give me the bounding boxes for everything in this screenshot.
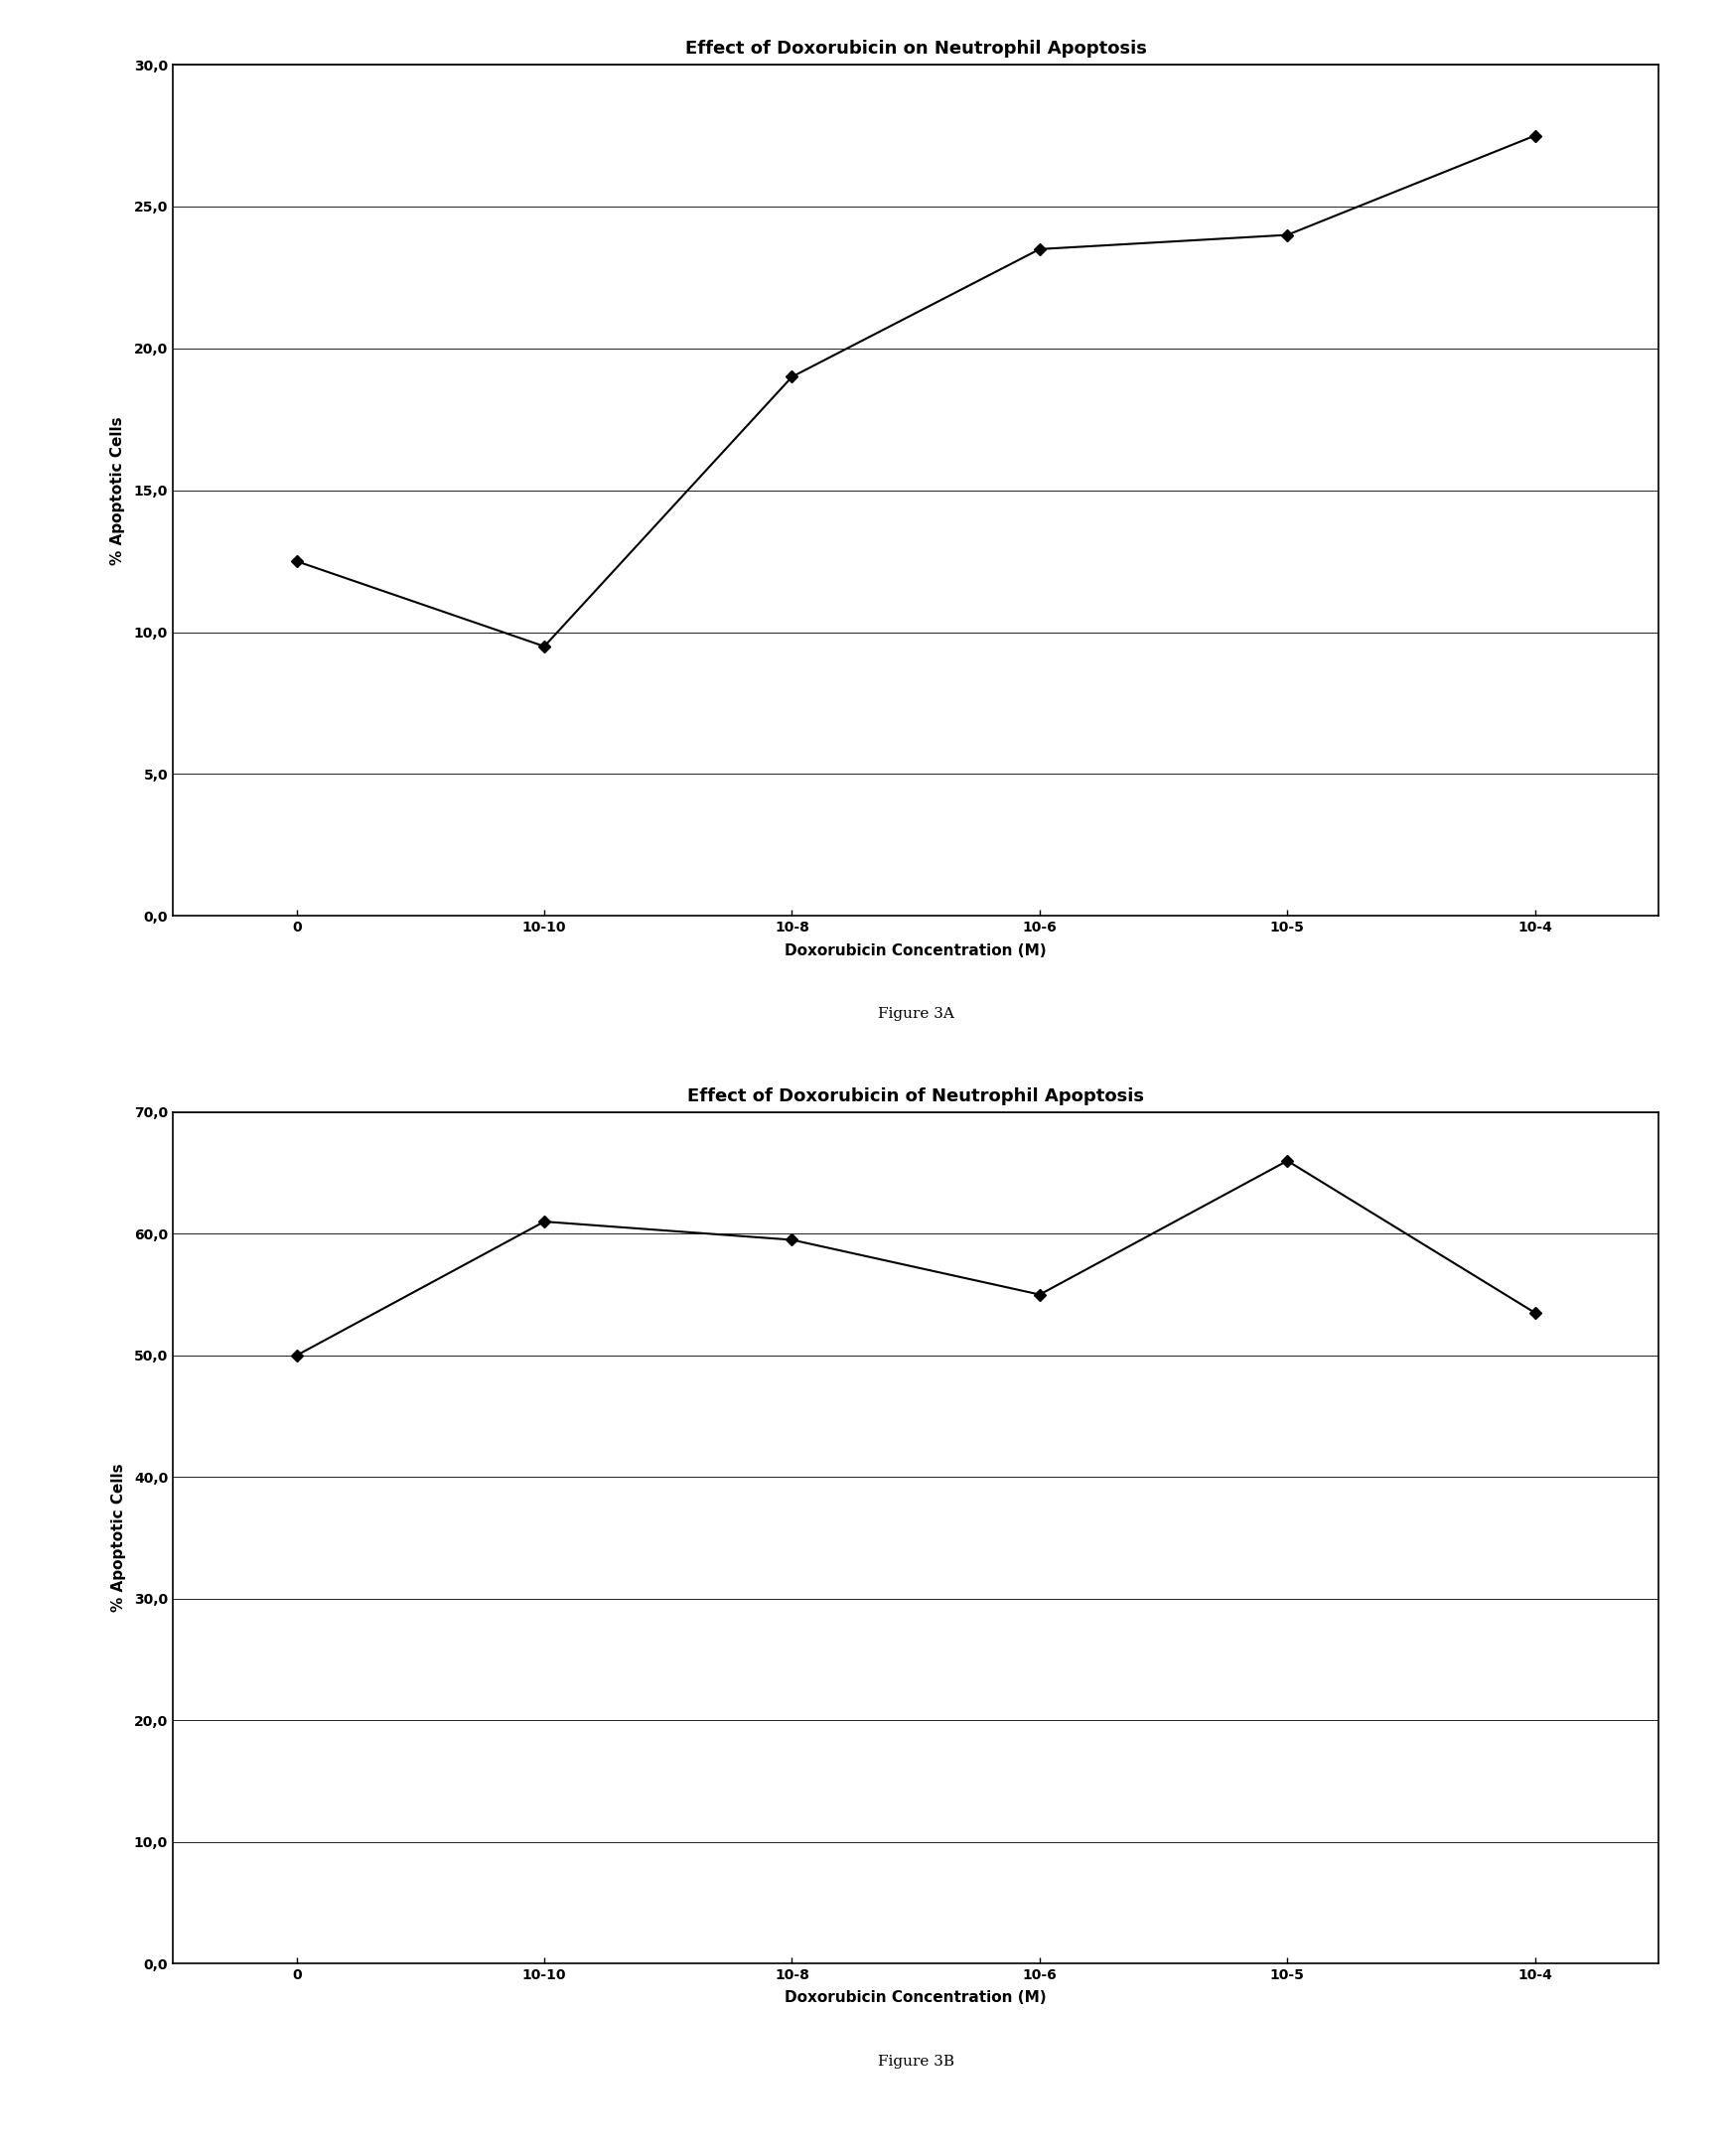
X-axis label: Doxorubicin Concentration (M): Doxorubicin Concentration (M) — [784, 942, 1047, 957]
Y-axis label: % Apoptotic Cells: % Apoptotic Cells — [111, 416, 126, 565]
Title: Effect of Doxorubicin on Neutrophil Apoptosis: Effect of Doxorubicin on Neutrophil Apop… — [684, 39, 1147, 58]
Text: Figure 3B: Figure 3B — [877, 2055, 953, 2068]
Title: Effect of Doxorubicin of Neutrophil Apoptosis: Effect of Doxorubicin of Neutrophil Apop… — [687, 1087, 1143, 1106]
Text: Figure 3A: Figure 3A — [877, 1007, 953, 1022]
Y-axis label: % Apoptotic Cells: % Apoptotic Cells — [111, 1464, 126, 1613]
X-axis label: Doxorubicin Concentration (M): Doxorubicin Concentration (M) — [784, 1990, 1047, 2005]
